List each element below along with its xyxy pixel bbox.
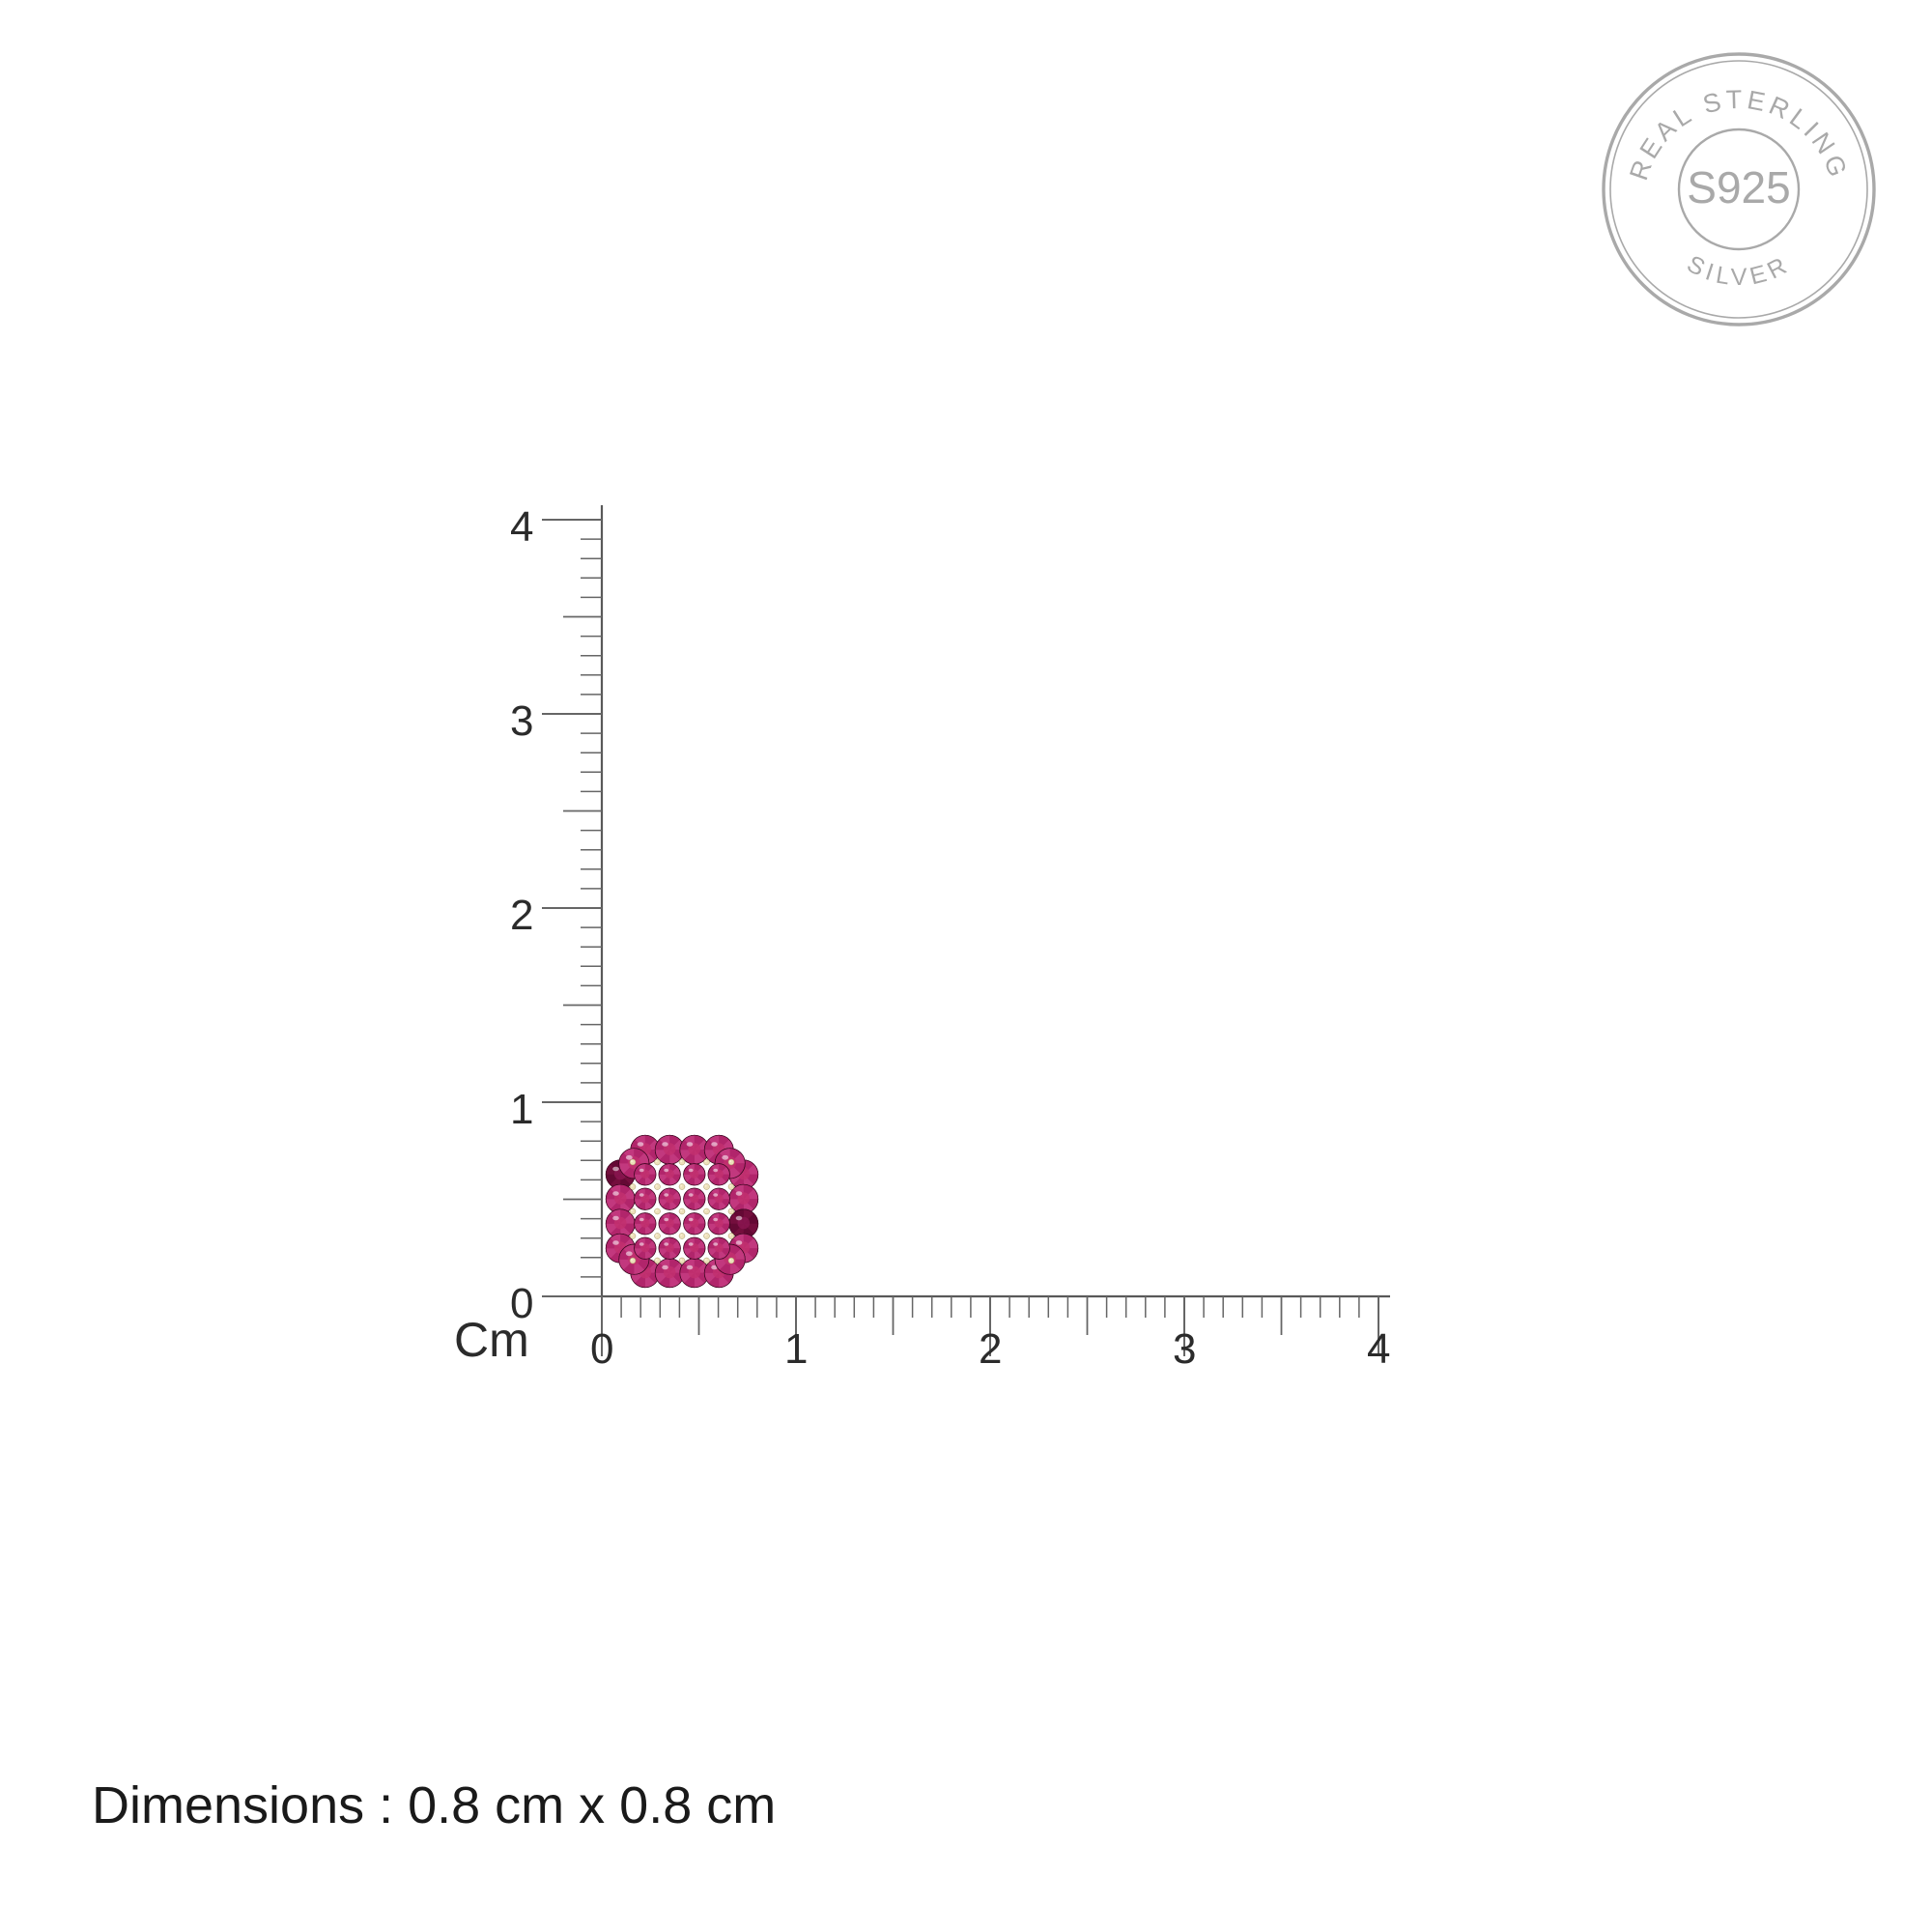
svg-text:SILVER: SILVER	[1683, 250, 1796, 291]
svg-text:S925: S925	[1687, 162, 1790, 213]
